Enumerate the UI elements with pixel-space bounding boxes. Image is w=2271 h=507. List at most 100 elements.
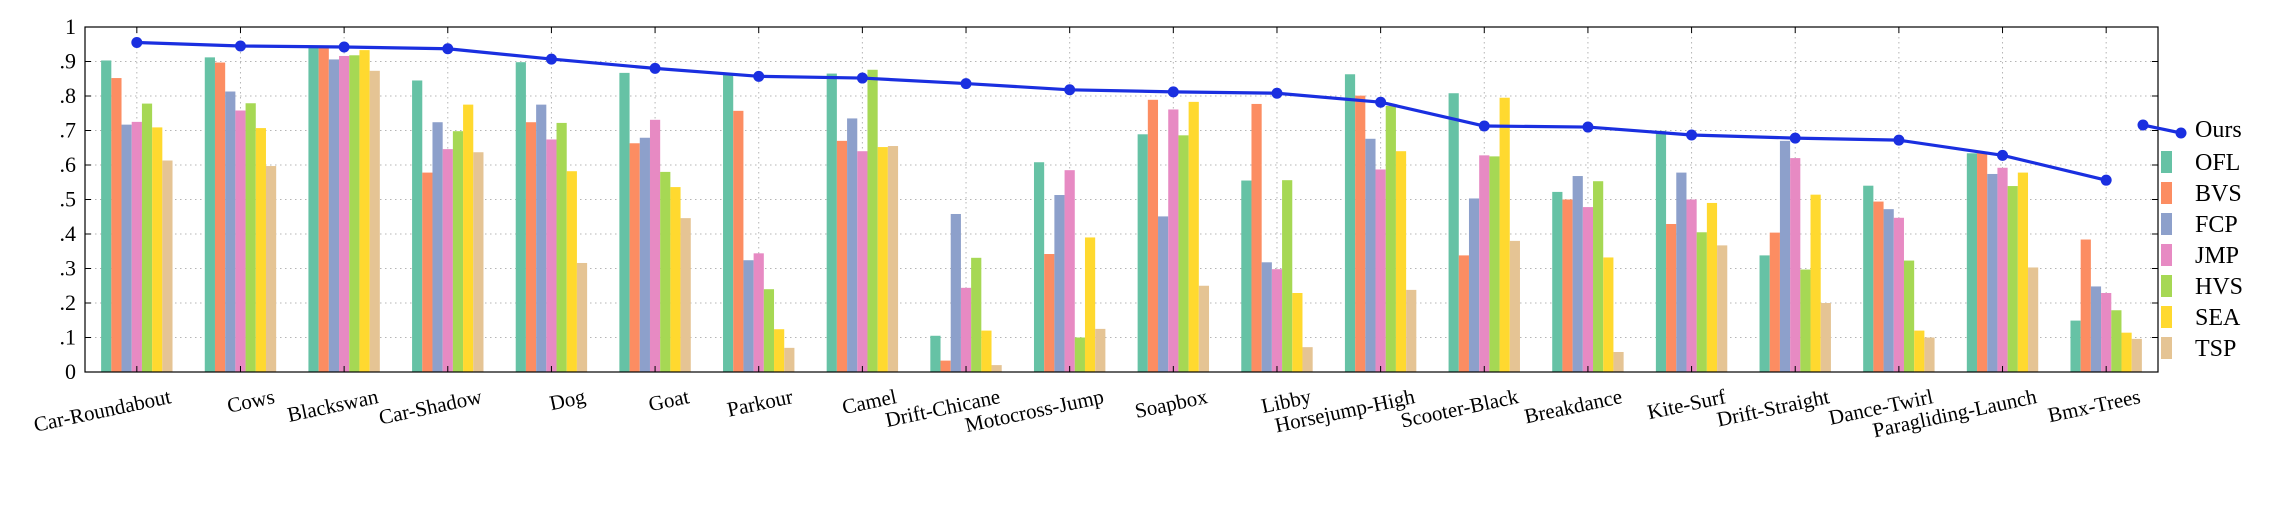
- legend-label-ofl: OFL: [2195, 150, 2240, 176]
- bar-jmp: [131, 121, 142, 372]
- bar-fcp: [1158, 216, 1169, 372]
- bar-bvs: [2080, 239, 2091, 372]
- bar-ofl: [619, 72, 630, 372]
- legend-swatch-ofl: [2161, 151, 2172, 173]
- bar-jmp: [339, 55, 350, 372]
- bar-bvs: [1562, 199, 1573, 372]
- bar-hvs: [1696, 232, 1707, 372]
- bar-ofl: [1033, 162, 1045, 372]
- bar-hvs: [971, 257, 982, 372]
- bar-jmp: [753, 253, 764, 372]
- bar-jmp: [1064, 170, 1075, 372]
- bar-ofl: [723, 74, 734, 373]
- legend: Ours OFL BVS FCP JMP HVS SEA TSP: [2137, 117, 2243, 362]
- bar-jmp: [960, 287, 972, 372]
- xtick-label: Cows: [225, 384, 277, 417]
- bar-sea: [359, 50, 370, 373]
- ytick-label: .7: [60, 118, 77, 143]
- xtick-label: Soapbox: [1133, 384, 1210, 423]
- ours-point: [338, 41, 350, 53]
- bar-tsp: [2028, 267, 2039, 372]
- bar-sea: [2121, 332, 2132, 372]
- bar-sea: [255, 128, 266, 372]
- bar-tsp: [265, 166, 277, 372]
- bar-bvs: [214, 62, 226, 372]
- bar-bvs: [1666, 223, 1677, 372]
- bar-sea: [1084, 237, 1096, 372]
- bar-ofl: [1863, 185, 1874, 372]
- bar-fcp: [1572, 176, 1583, 372]
- legend-swatch-tsp: [2161, 337, 2172, 359]
- bar-bvs: [1458, 255, 1469, 372]
- bar-ofl: [1655, 130, 1667, 372]
- bar-bvs: [1251, 103, 1262, 372]
- ours-point: [1478, 120, 1490, 132]
- grid: [85, 27, 2158, 372]
- bar-jmp: [1271, 269, 1283, 372]
- ours-point: [1167, 86, 1179, 98]
- bar-jmp: [1893, 217, 1904, 372]
- bar-sea: [1499, 97, 1510, 372]
- bar-bvs: [525, 122, 537, 372]
- bar-hvs: [1385, 106, 1396, 372]
- bar-tsp: [369, 70, 380, 372]
- bar-bvs: [1769, 232, 1780, 372]
- bar-sea: [670, 187, 681, 372]
- bar-ofl: [1137, 134, 1148, 372]
- ytick-label: 0: [65, 359, 76, 384]
- ours-point: [1375, 96, 1387, 108]
- xtick-label: Dog: [547, 384, 588, 415]
- bar-ofl: [308, 47, 319, 372]
- legend-ours-marker: [2137, 119, 2149, 131]
- bar-tsp: [576, 262, 588, 372]
- bar-bvs: [836, 140, 848, 372]
- bar-bvs: [1355, 95, 1366, 372]
- ytick-label: .6: [60, 152, 77, 177]
- bar-hvs: [1282, 180, 1293, 372]
- bar-sea: [1706, 202, 1718, 372]
- xtick-label: Bmx-Trees: [2046, 384, 2143, 427]
- bar-sea: [1395, 151, 1407, 372]
- ours-point: [649, 62, 661, 74]
- bar-jmp: [2101, 292, 2112, 372]
- bar-hvs: [245, 103, 256, 373]
- ytick-label: .5: [60, 187, 77, 212]
- bar-tsp: [1613, 351, 1624, 372]
- bar-hvs: [1593, 181, 1604, 372]
- bar-hvs: [141, 103, 153, 372]
- bar-fcp: [1468, 198, 1480, 372]
- ours-point: [1789, 132, 1801, 144]
- legend-ours-line: [2142, 123, 2182, 135]
- bar-jmp: [442, 149, 453, 372]
- ytick-label: .4: [60, 221, 77, 246]
- bar-hvs: [556, 122, 567, 372]
- bar-ofl: [101, 60, 112, 373]
- bar-bvs: [629, 143, 640, 372]
- ytick-label: .9: [60, 49, 77, 74]
- bar-fcp: [121, 124, 132, 372]
- ours-series-line: [136, 40, 2107, 182]
- xtick-label: Car-Shadow: [377, 384, 485, 429]
- bar-ofl: [826, 73, 837, 372]
- bar-fcp: [743, 260, 754, 372]
- bar-fcp: [432, 122, 443, 372]
- ours-point: [1997, 149, 2009, 161]
- legend-label-tsp: TSP: [2195, 336, 2236, 362]
- xtick-label: Goat: [646, 384, 691, 416]
- bar-fcp: [1365, 138, 1376, 372]
- bar-sea: [152, 127, 163, 373]
- bar-tsp: [991, 365, 1002, 372]
- ytick-label: .2: [60, 290, 77, 315]
- bar-fcp: [328, 59, 340, 373]
- xtick-label: Breakdance: [1522, 384, 1624, 428]
- bar-ofl: [1966, 153, 1978, 372]
- bar-hvs: [2111, 310, 2122, 372]
- bar-hvs: [1178, 135, 1189, 372]
- bar-sea: [2017, 172, 2029, 372]
- bar-jmp: [1790, 158, 1801, 372]
- legend-swatch-sea: [2161, 306, 2172, 328]
- ours-point: [1271, 87, 1283, 99]
- bars: [101, 46, 2142, 373]
- bar-bvs: [318, 46, 329, 372]
- xtick-label: Blackswan: [285, 384, 381, 427]
